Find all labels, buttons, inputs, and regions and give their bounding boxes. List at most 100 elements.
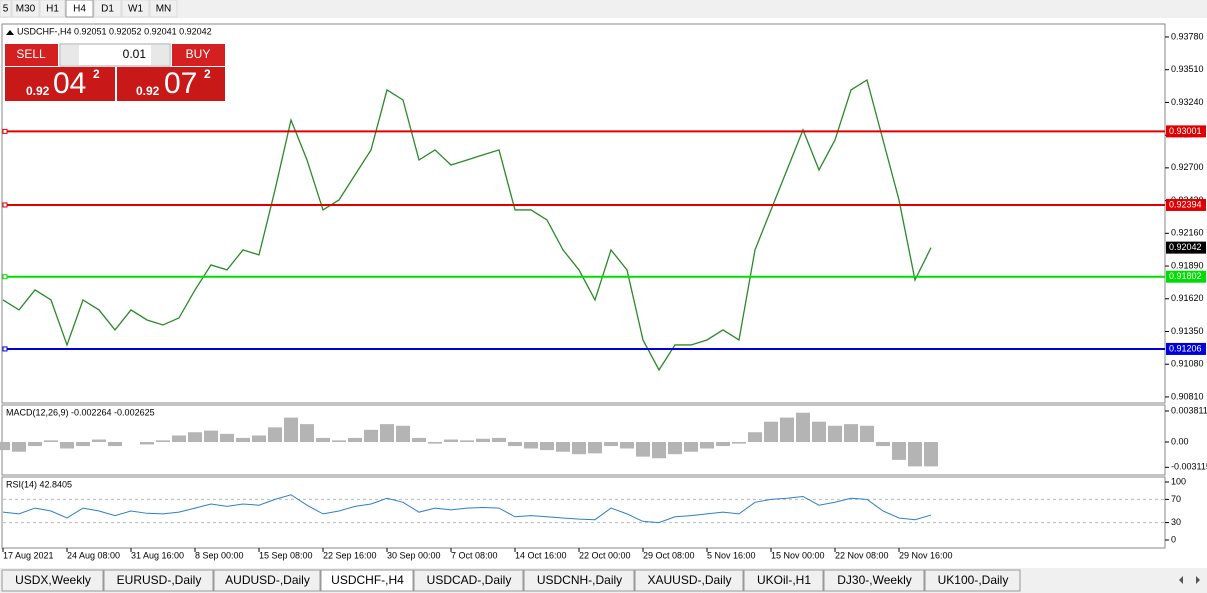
lot-value: 0.01 (123, 47, 147, 61)
macd-bar (412, 437, 426, 442)
timeframe-button[interactable] (65, 0, 94, 18)
current-price-tag (1166, 241, 1206, 254)
x-tick-label: 22 Sep 16:00 (323, 550, 377, 560)
macd-bar (444, 439, 458, 442)
macd-bar (28, 441, 42, 447)
current-price-label: 0.92042 (1169, 242, 1202, 252)
timeframe-button[interactable] (149, 0, 178, 18)
macd-bar (460, 440, 474, 442)
macd-bar (636, 441, 650, 457)
rsi-line (2, 494, 932, 524)
y-tick-label: 0.90810 (1171, 391, 1204, 401)
tab[interactable] (320, 569, 414, 592)
macd-bar (236, 437, 250, 442)
y-tick-label: 0.91620 (1171, 293, 1204, 303)
tab-label: EURUSD-,Daily (117, 573, 202, 587)
level-handle[interactable] (2, 274, 8, 280)
buy-price-box[interactable] (117, 67, 225, 101)
tab[interactable] (413, 569, 524, 592)
macd-bar (876, 441, 890, 447)
macd-bar (188, 432, 202, 442)
timeframe-label: 5 (3, 4, 9, 15)
macd-bar (588, 441, 602, 454)
macd-bar (668, 441, 682, 455)
sell-price-box[interactable] (5, 67, 115, 101)
level-tag-label: 0.93001 (1169, 126, 1202, 136)
timeframe-button[interactable] (0, 0, 12, 18)
macd-bar (812, 421, 826, 442)
tab-scroll-left[interactable] (1179, 576, 1183, 584)
macd-bar (524, 441, 538, 449)
tab-label: AUDUSD-,Daily (225, 573, 310, 587)
level-tag-label: 0.91206 (1169, 343, 1202, 353)
lot-input[interactable] (59, 43, 171, 67)
rsi-tick-label: 100 (1171, 476, 1186, 486)
x-tick-label: 29 Nov 16:00 (899, 550, 953, 560)
tab-scroll-right[interactable] (1196, 576, 1200, 584)
tab[interactable] (924, 569, 1021, 592)
collapse-icon[interactable] (6, 30, 14, 35)
timeframe-button[interactable] (121, 0, 150, 18)
x-tick-label: 22 Nov 08:00 (835, 550, 889, 560)
tab-label: USDCHF-,H4 (331, 573, 404, 587)
buy-price-small: 0.92 (136, 84, 160, 98)
macd-bar (732, 441, 746, 444)
macd-bar (44, 440, 58, 442)
level-handle[interactable] (2, 202, 8, 208)
macd-bar (252, 435, 266, 442)
timeframe-button[interactable] (39, 0, 66, 18)
timeframe-label: H4 (73, 4, 86, 15)
x-tick-label: 24 Aug 08:00 (67, 550, 120, 560)
x-tick-label: 7 Oct 08:00 (451, 550, 498, 560)
x-tick-label: 17 Aug 2021 (3, 550, 54, 560)
timeframe-label: MN (156, 4, 172, 15)
rsi-panel (1, 476, 1166, 549)
rsi-tick-label: 30 (1171, 517, 1181, 527)
macd-bar (204, 430, 218, 442)
sell-price-big: 04 (53, 67, 86, 100)
level-handle[interactable] (2, 346, 8, 352)
lot-down[interactable] (61, 45, 79, 65)
tab[interactable] (823, 569, 925, 592)
macd-bar (76, 441, 90, 447)
macd-bar (780, 417, 794, 442)
macd-bar (828, 425, 842, 442)
tab-label: UK100-,Daily (938, 573, 1009, 587)
macd-tick-label: 0.003811 (1171, 405, 1207, 415)
macd-bar (220, 433, 234, 442)
macd-bar (0, 441, 10, 451)
timeframe-button[interactable] (11, 0, 40, 18)
macd-bar (60, 441, 74, 449)
macd-bar (348, 437, 362, 442)
tab[interactable] (743, 569, 824, 592)
sell-button[interactable] (5, 44, 58, 66)
y-tick-label: 0.92160 (1171, 228, 1204, 238)
x-tick-label: 5 Nov 16:00 (707, 550, 756, 560)
macd-bar (172, 435, 186, 442)
macd-bar (908, 441, 922, 467)
level-handle[interactable] (2, 128, 8, 134)
buy-button[interactable] (172, 44, 225, 66)
tab[interactable] (213, 569, 321, 592)
tab-label: DJ30-,Weekly (837, 573, 911, 587)
macd-bar (508, 441, 522, 447)
level-tag (1166, 125, 1206, 138)
rsi-tick-label: 0 (1171, 534, 1176, 544)
tab[interactable] (523, 569, 635, 592)
macd-bar (300, 424, 314, 442)
tab-label: USDCNH-,Daily (537, 573, 622, 587)
macd-bar (316, 437, 330, 442)
tab[interactable] (634, 569, 744, 592)
macd-bar (860, 425, 874, 442)
macd-bar (764, 421, 778, 442)
tab[interactable] (1, 569, 104, 592)
macd-bar (748, 432, 762, 442)
tab-label: UKOil-,H1 (757, 573, 811, 587)
lot-up[interactable] (151, 45, 169, 65)
tab-label: USDCAD-,Daily (427, 573, 512, 587)
tab[interactable] (103, 569, 214, 592)
timeframe-button[interactable] (93, 0, 122, 18)
macd-bar (396, 425, 410, 442)
